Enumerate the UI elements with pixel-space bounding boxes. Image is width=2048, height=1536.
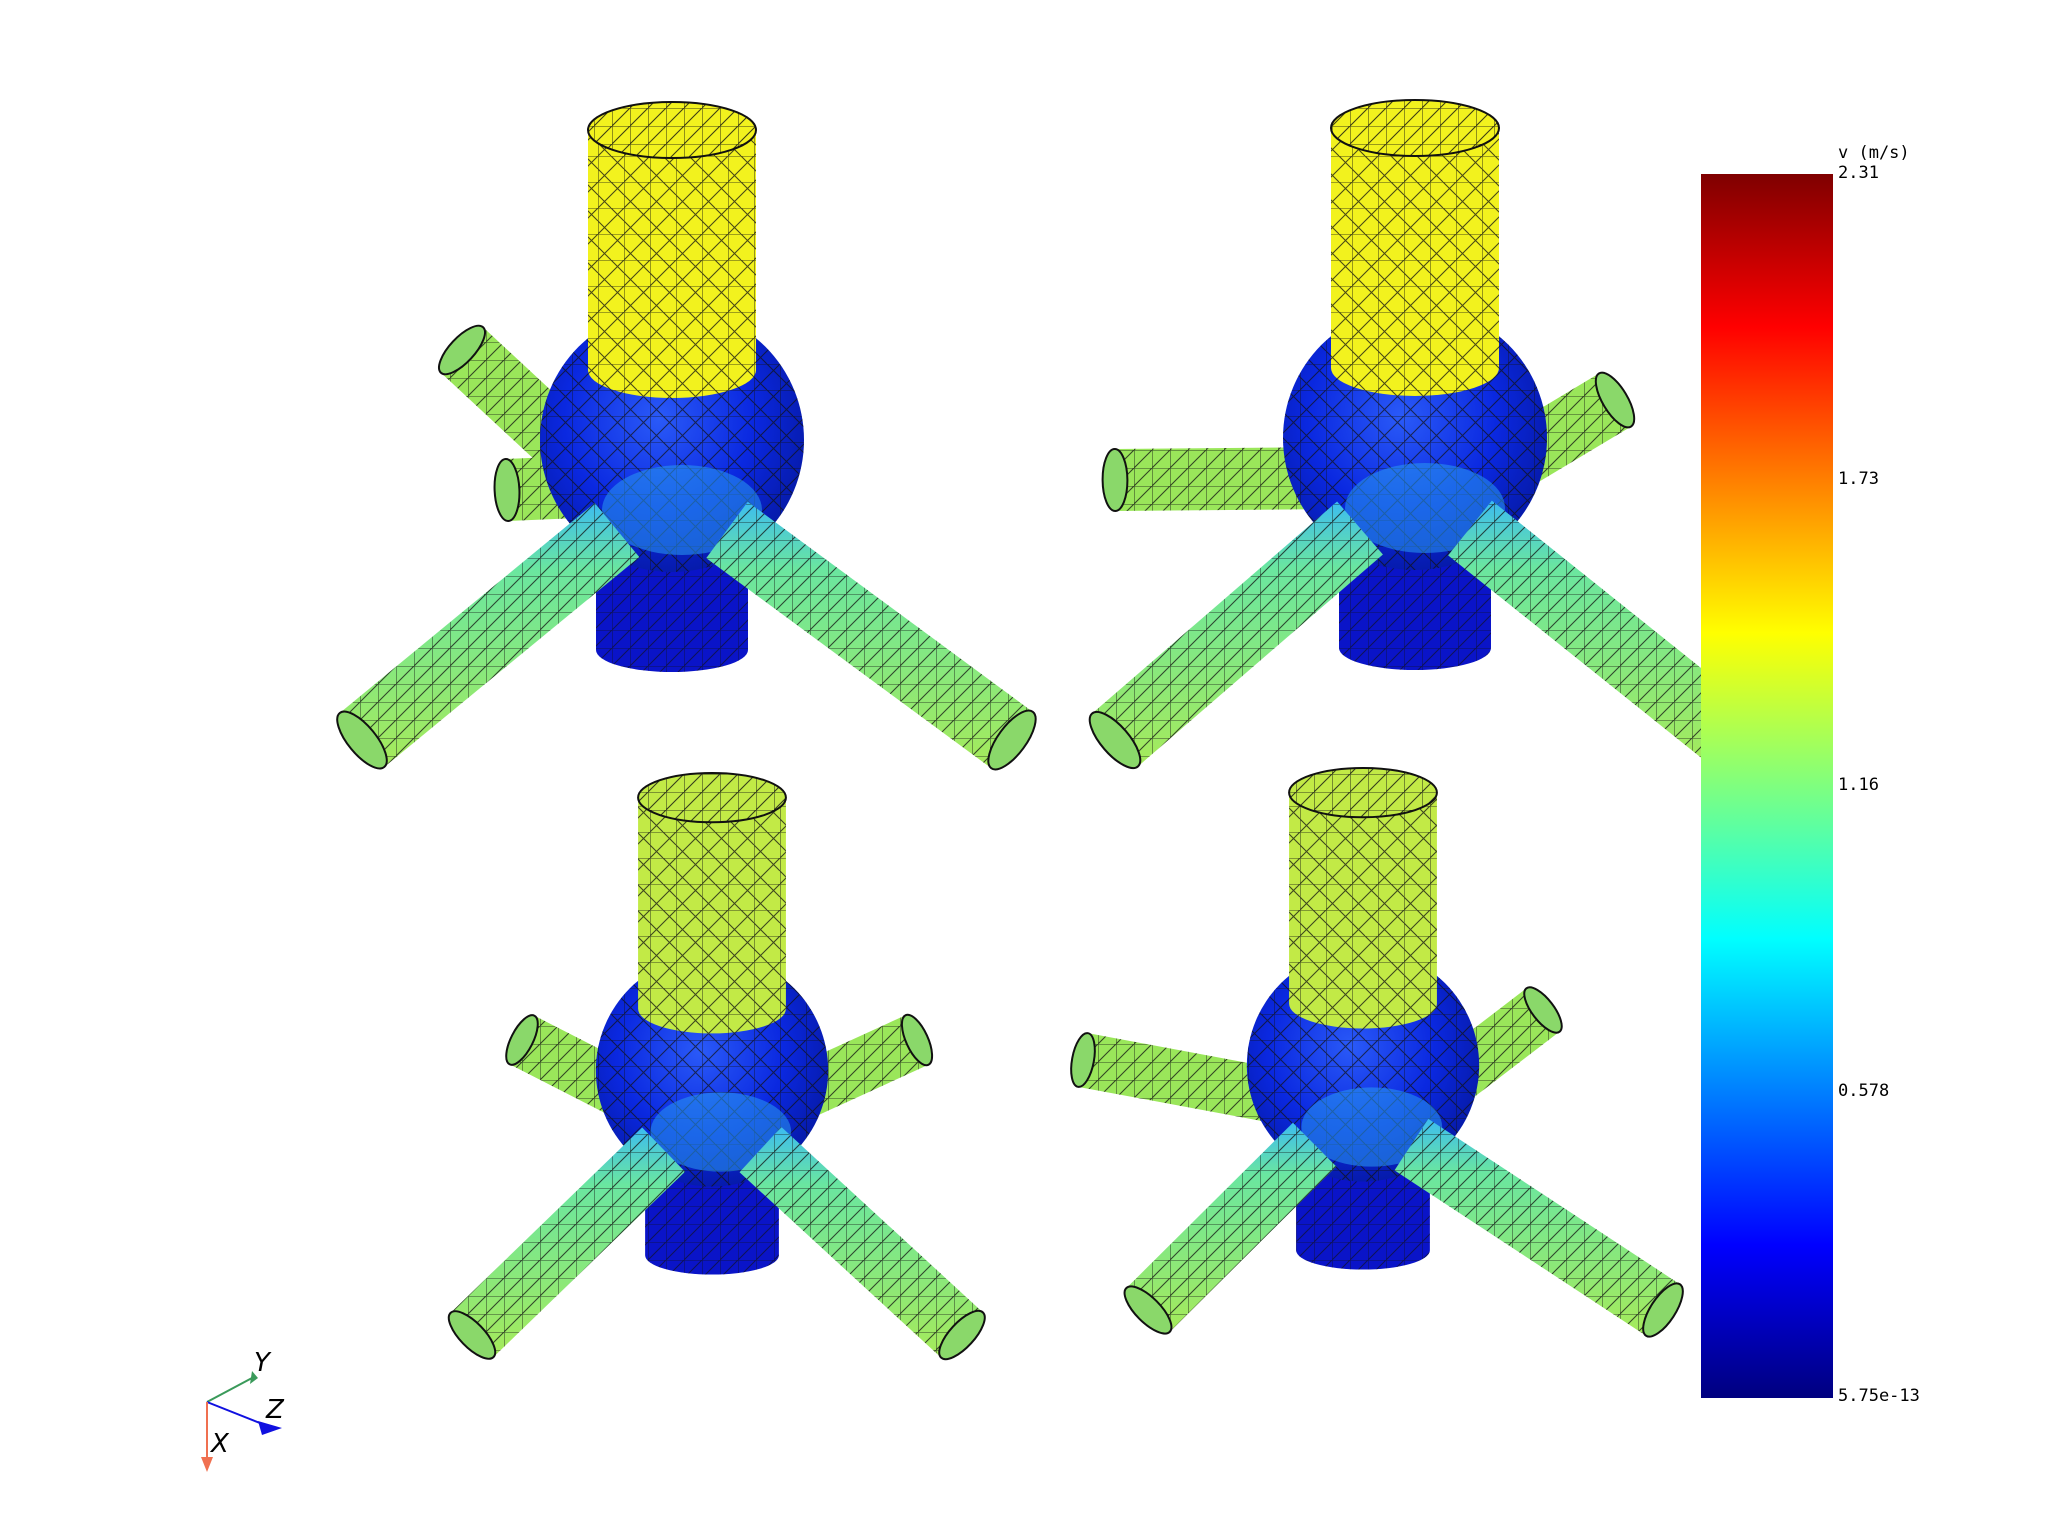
branch-front-left-mesh bbox=[1126, 1122, 1337, 1332]
inlet-cap-mesh bbox=[1289, 767, 1437, 818]
branch-back-left-end bbox=[438, 324, 486, 376]
branch-back-left-end bbox=[1070, 1032, 1096, 1088]
branch-back-right-end bbox=[1523, 986, 1563, 1034]
mesh-view-top-left bbox=[336, 101, 1037, 771]
branch-back-left-mesh bbox=[1078, 1033, 1307, 1128]
branch-front-right-mesh bbox=[739, 1126, 983, 1358]
branch-back-right-end bbox=[1594, 371, 1636, 429]
inlet-cap-mesh bbox=[638, 772, 786, 823]
branch-back-left-end bbox=[1101, 448, 1129, 512]
z-axis-label: Z bbox=[265, 1395, 285, 1425]
mesh-view-bottom-right bbox=[1070, 766, 1684, 1338]
inlet-cap-mesh bbox=[588, 102, 756, 158]
branch-front-left-end bbox=[336, 710, 388, 770]
colorbar: v (m/s) 2.31 1.73 1.16 0.578 5.75e-13 bbox=[1701, 143, 1920, 1406]
colorbar-title: v (m/s) bbox=[1838, 143, 1910, 163]
inlet-cylinder-mesh bbox=[1331, 128, 1499, 396]
branch-front-right-end bbox=[987, 709, 1037, 771]
branch-front-right-end bbox=[1642, 1282, 1684, 1338]
colorbar-tick-2: 1.73 bbox=[1838, 469, 1879, 489]
branch-front-left-end bbox=[1088, 710, 1142, 770]
branch-front-right-mesh bbox=[1448, 500, 1757, 768]
branch-back-right-end bbox=[900, 1013, 934, 1067]
branch-front-left-mesh bbox=[450, 1127, 686, 1358]
inlet-cylinder-mesh bbox=[638, 797, 786, 1034]
x-axis-label: X bbox=[209, 1429, 230, 1459]
axes-triad: Y Z X bbox=[201, 1348, 285, 1472]
mesh-view-top-right bbox=[1088, 99, 1761, 770]
x-axis-arrowhead bbox=[201, 1457, 213, 1472]
branch-front-left-end bbox=[447, 1310, 497, 1360]
colorbar-tick-4: 0.578 bbox=[1838, 1081, 1889, 1101]
branch-front-left-mesh bbox=[1092, 501, 1383, 767]
inlet-cylinder-mesh bbox=[1289, 792, 1437, 1029]
y-axis-label: Y bbox=[254, 1348, 272, 1378]
inlet-cap-mesh bbox=[1331, 100, 1499, 156]
inlet-cylinder-mesh bbox=[588, 130, 756, 398]
y-axis-arrowhead bbox=[250, 1371, 258, 1384]
colorbar-gradient bbox=[1701, 174, 1833, 1398]
mesh-view-bottom-left bbox=[447, 771, 986, 1361]
bulb-lower-glow bbox=[1301, 1087, 1443, 1167]
bulb-lower-glow bbox=[650, 1092, 792, 1172]
branch-back-right-end bbox=[493, 458, 521, 522]
branch-back-left-end bbox=[505, 1014, 539, 1066]
mesh-renderings bbox=[336, 99, 1761, 1361]
y-axis-arrow bbox=[206, 1377, 253, 1403]
branch-front-left-end bbox=[1123, 1285, 1173, 1335]
branch-front-left-mesh bbox=[339, 502, 640, 768]
branch-front-right-end bbox=[938, 1309, 986, 1361]
z-axis-arrowhead bbox=[258, 1421, 282, 1435]
bulb-lower-glow bbox=[1345, 463, 1505, 553]
bulb-lower-glow bbox=[602, 465, 762, 555]
branch-front-right-mesh bbox=[706, 501, 1033, 769]
colorbar-tick-min: 5.75e-13 bbox=[1838, 1386, 1920, 1406]
colorbar-tick-3: 1.16 bbox=[1838, 775, 1879, 795]
colorbar-tick-max: 2.31 bbox=[1838, 163, 1879, 183]
branch-front-right-mesh bbox=[1394, 1118, 1680, 1336]
